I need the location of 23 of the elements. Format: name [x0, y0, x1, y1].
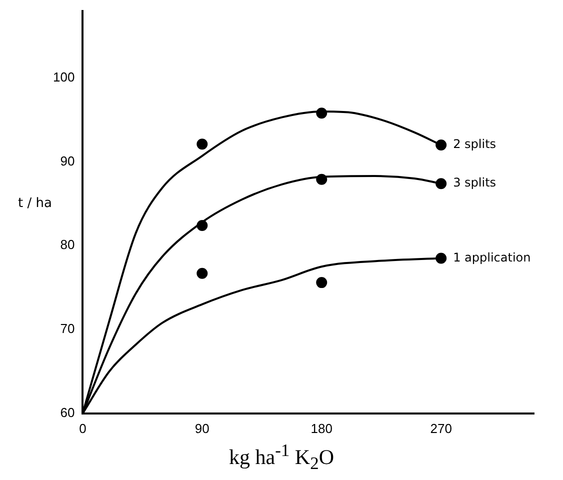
point: [436, 178, 447, 190]
series-label: 2 splits: [453, 137, 496, 152]
x-tick-label: 180: [310, 420, 332, 436]
point: [316, 277, 328, 288]
x-tick-label: 270: [430, 420, 452, 436]
x-axis-title: kg ha$^{-1}$ K$_{2}$O: [228, 440, 335, 474]
point: [316, 108, 328, 119]
y-tick-label: 60: [60, 404, 75, 420]
series-label: 3 splits: [453, 176, 496, 190]
point: [196, 138, 208, 150]
point: [196, 220, 208, 232]
point: [436, 252, 447, 264]
y-tick-label: 100: [52, 69, 75, 84]
series-label: 1 application: [453, 250, 531, 264]
point: [436, 140, 447, 150]
x-tick-label: 0: [79, 420, 86, 436]
point: [316, 174, 328, 185]
y-tick-label: 90: [60, 153, 75, 168]
y-axis-title: t / ha: [18, 196, 52, 211]
y-tick-label: 70: [60, 321, 75, 336]
point: [196, 268, 208, 279]
y-tick-label: 80: [60, 237, 75, 252]
x-tick-label: 90: [194, 420, 210, 436]
